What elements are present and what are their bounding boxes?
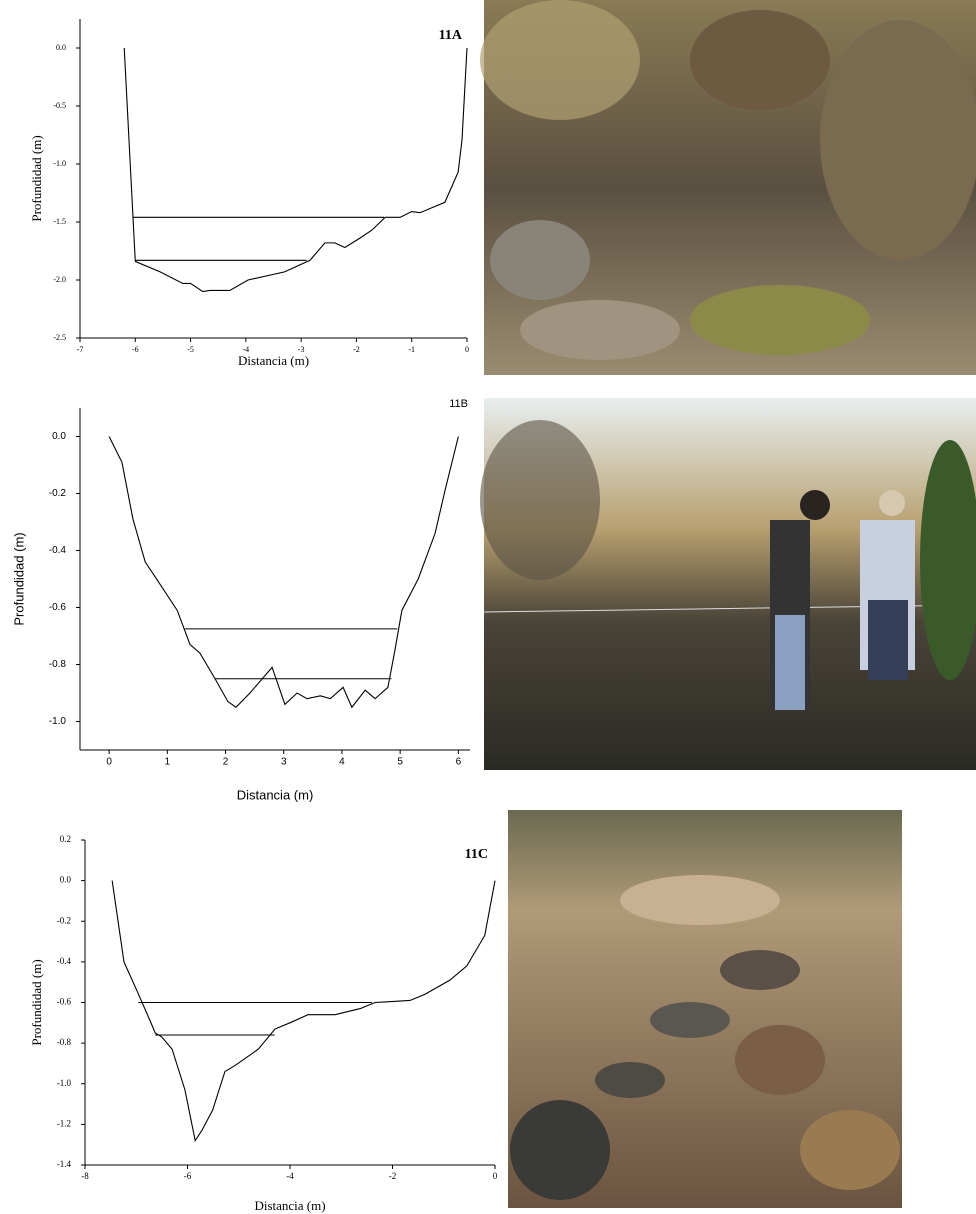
y-tick-label: -0.4	[57, 956, 72, 966]
chart: 0.0 -0.5 -1.0 -1.5 -2.0 -2.5 -7 -6 -5 -4 -3 -2 -1 0 Pr…	[29, 19, 469, 368]
y-tick-label: -0.8	[49, 659, 67, 670]
y-axis-label: Profundidad (m)	[11, 532, 26, 625]
photo-b	[480, 398, 976, 770]
y-tick-label: 0.2	[60, 834, 71, 844]
x-tick-label: 0	[106, 757, 112, 768]
y-tick-label: -0.6	[57, 997, 72, 1007]
y-tick-label: -0.2	[49, 488, 67, 499]
x-tick-label: 0	[493, 1171, 498, 1181]
chart: 0.0 -0.2 -0.4 -0.6 -0.8 -1.0 0 1 2 3 4 5 6 Profundida…	[11, 398, 470, 802]
y-tick-label: -0.6	[49, 602, 67, 613]
photo-a	[480, 0, 976, 375]
y-tick-label: -2.0	[53, 275, 66, 284]
x-tick-label: -3	[298, 345, 305, 354]
x-tick-label: -4	[286, 1171, 294, 1181]
photo-c	[508, 810, 902, 1208]
y-tick-label: 0.0	[52, 431, 66, 442]
y-tick-label: -0.5	[53, 101, 66, 110]
x-axis-label: Distancia (m)	[237, 787, 314, 802]
panel-label: 11A	[439, 28, 463, 43]
y-tick-label: -1.5	[53, 217, 66, 226]
y-tick-label: -1.0	[53, 159, 66, 168]
x-tick-label: -8	[81, 1171, 89, 1181]
x-tick-label: -1	[408, 345, 415, 354]
y-tick-label: -1.4	[57, 1159, 72, 1169]
x-tick-label: -2	[353, 345, 360, 354]
profile-line	[123, 47, 468, 293]
x-axis-label: Distancia (m)	[238, 353, 309, 368]
x-tick-label: 0	[465, 345, 469, 354]
y-tick-label: -1.0	[49, 716, 67, 727]
x-tick-label: -2	[389, 1171, 397, 1181]
x-axis-label: Distancia (m)	[254, 1198, 325, 1213]
x-tick-label: 4	[339, 757, 345, 768]
x-tick-label: 2	[223, 757, 229, 768]
chart: 0.2 0.0 -0.2 -0.4 -0.6 -0.8 -1.0 -1.2 -1.4 -8 -6 -4…	[29, 834, 498, 1213]
profile-line	[108, 436, 459, 709]
y-tick-label: -1.2	[57, 1118, 71, 1128]
y-tick-label: -1.0	[57, 1078, 72, 1088]
x-tick-label: -6	[132, 345, 139, 354]
x-tick-label: 1	[165, 757, 171, 768]
y-tick-label: 0.0	[60, 875, 72, 885]
y-tick-label: -0.4	[49, 545, 67, 556]
y-tick-label: -0.8	[57, 1037, 72, 1047]
x-tick-label: -4	[243, 345, 250, 354]
x-tick-label: 6	[456, 757, 462, 768]
x-tick-label: -7	[77, 345, 84, 354]
x-tick-label: -5	[187, 345, 194, 354]
y-axis-label: Profundidad (m)	[29, 135, 44, 221]
y-tick-label: 0.0	[56, 43, 66, 52]
panel-label: 11C	[465, 847, 488, 862]
x-tick-label: -6	[184, 1171, 192, 1181]
y-tick-label: -0.2	[57, 915, 71, 925]
profile-line	[111, 880, 496, 1143]
y-tick-label: -2.5	[53, 333, 66, 342]
y-axis-label: Profundidad (m)	[29, 959, 44, 1045]
x-tick-label: 3	[281, 757, 287, 768]
x-tick-label: 5	[397, 757, 403, 768]
panel-label: 11B	[449, 398, 468, 410]
